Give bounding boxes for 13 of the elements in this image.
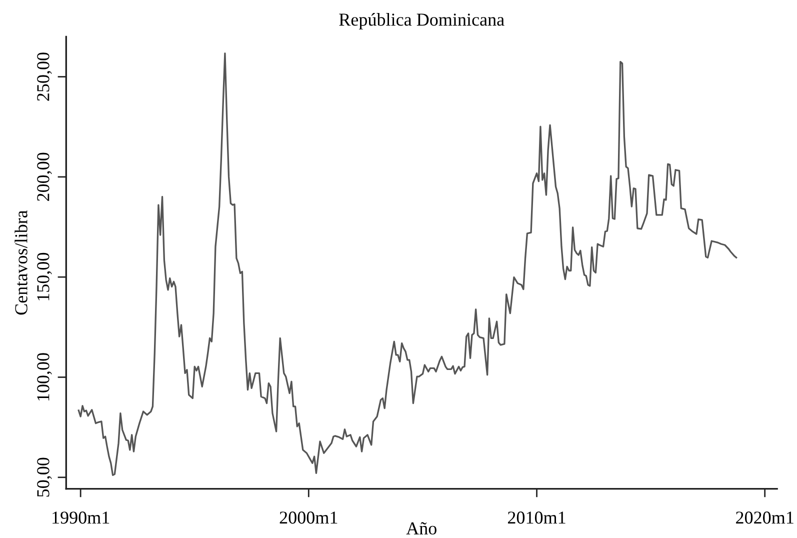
y-axis-title: Centavos/libra [14,210,28,315]
y-tick-label: 100,00 [37,353,52,400]
x-tick-label: 2020m1 [736,512,794,524]
chart-title: República Dominicana [339,13,504,30]
x-axis-title: Año [406,522,436,535]
line-series [78,52,738,476]
y-tick-label: 200,00 [37,152,52,201]
x-tick-label: 2010m1 [508,512,566,524]
x-tick-label: 2000m1 [280,512,338,524]
y-tick-label: 250,00 [37,52,52,101]
y-tick-label: 150,00 [37,252,52,300]
x-tick-label: 1990m1 [52,512,110,524]
y-tick-label: 50,00 [37,458,52,497]
